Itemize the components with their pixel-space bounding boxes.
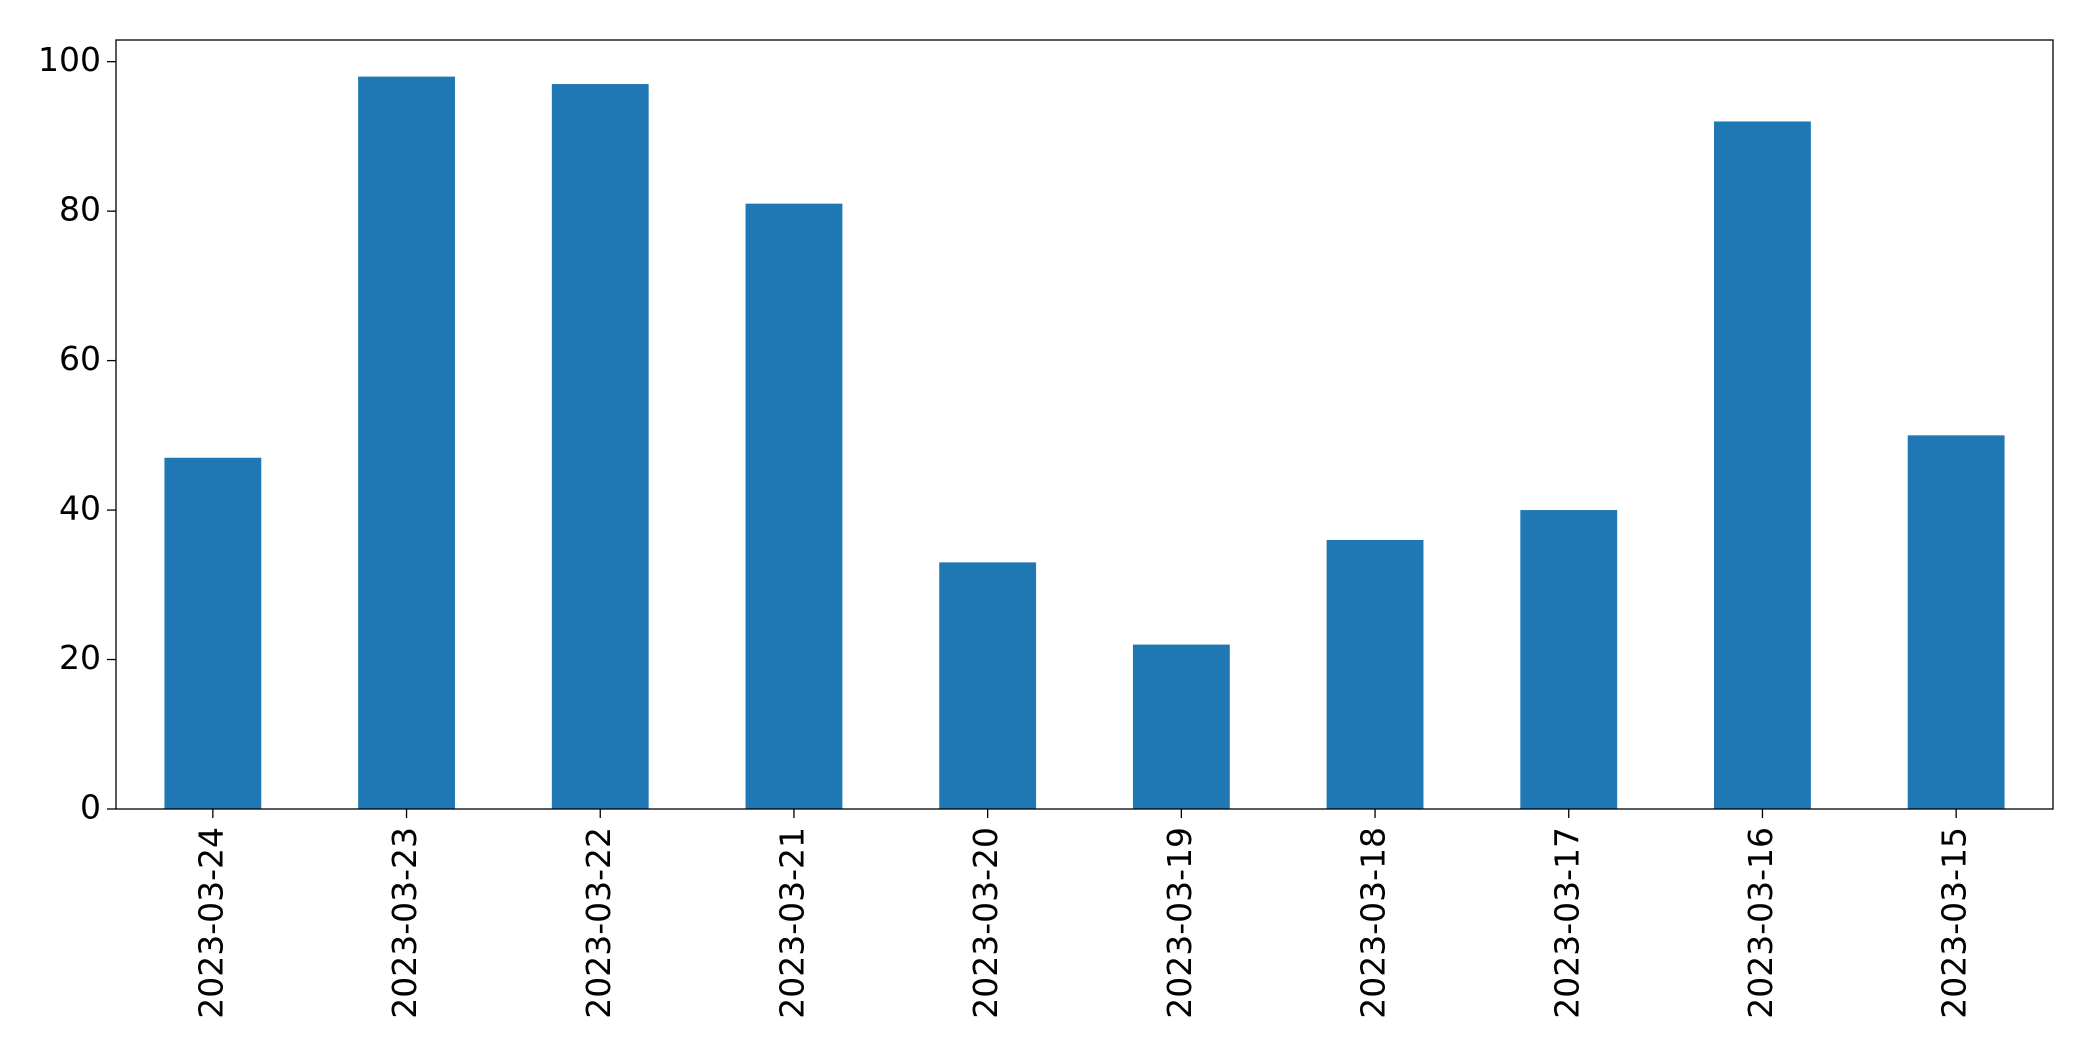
bar: [1520, 510, 1618, 809]
x-tick-label: 2023-03-16: [1741, 827, 1780, 1019]
x-tick-label: 2023-03-20: [966, 827, 1005, 1019]
y-tick-label: 0: [80, 788, 101, 827]
bar: [1132, 644, 1230, 809]
x-tick-label: 2023-03-15: [1935, 827, 1974, 1019]
bar: [1714, 121, 1811, 810]
bar: [745, 203, 843, 809]
y-tick-label: 80: [59, 190, 101, 229]
x-tick-label: 2023-03-23: [385, 827, 424, 1019]
x-tick-label: 2023-03-19: [1160, 827, 1199, 1019]
plot-frame: [115, 39, 2054, 810]
bar: [551, 84, 649, 809]
bar: [939, 562, 1037, 809]
y-tick-label: 40: [59, 489, 101, 528]
x-tick-label: 2023-03-18: [1354, 827, 1393, 1019]
bar: [164, 457, 262, 809]
x-tick-label: 2023-03-24: [191, 827, 230, 1019]
y-tick-label: 60: [59, 339, 101, 378]
x-tick-label: 2023-03-21: [772, 827, 811, 1019]
y-tick-label: 20: [59, 638, 101, 677]
y-tick-label: 100: [38, 40, 101, 79]
bar: [1326, 539, 1424, 809]
x-tick-label: 2023-03-17: [1547, 827, 1586, 1019]
bar: [358, 76, 455, 810]
x-tick-label: 2023-03-22: [579, 827, 618, 1019]
bar: [1907, 435, 2005, 809]
